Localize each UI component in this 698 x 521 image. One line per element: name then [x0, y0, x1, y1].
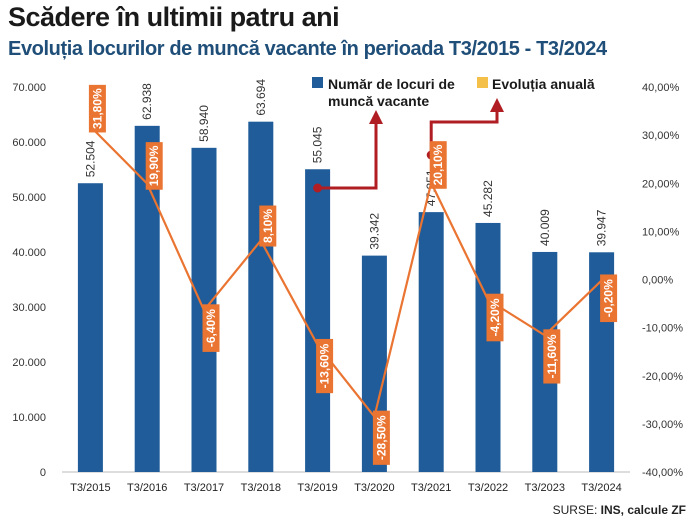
bar-value-label: 55.045	[311, 126, 325, 163]
bar	[248, 121, 274, 473]
line-path	[89, 125, 603, 418]
percent-label-text: -28,50%	[374, 415, 388, 460]
bar-value-label: 39.947	[595, 209, 609, 246]
bar-value-label: 52.504	[83, 140, 97, 177]
bar-value-label: 58.940	[197, 105, 211, 142]
percent-label-text: 8,10%	[261, 209, 275, 243]
percent-label-box	[259, 205, 277, 247]
category-label: T3/2016	[127, 482, 167, 494]
left-tick-label: 50.000	[12, 192, 46, 204]
percent-label-box	[372, 410, 390, 465]
bar-value-label: 39.342	[367, 213, 381, 250]
percent-label: -13,60%	[316, 338, 334, 394]
percent-label-text: -0,20%	[602, 279, 616, 317]
percent-labels: 31,80% 19,90% -6,40% 8,10% -13,60% -28,50% 20,…	[88, 84, 618, 465]
percent-label: -0,20%	[600, 274, 618, 323]
left-tick-label: 20.000	[12, 357, 46, 369]
percent-label: 19,90%	[145, 142, 163, 190]
percent-label: -6,40%	[202, 304, 220, 352]
category-label: T3/2022	[468, 482, 508, 494]
left-tick-label: 70.000	[12, 82, 46, 94]
bar	[418, 212, 444, 472]
percent-label-box	[486, 293, 504, 342]
source-note: SURSE: INS, calcule ZF	[553, 503, 686, 517]
bar-value-labels: 52.50462.93858.94063.69455.04539.34247.2…	[83, 79, 608, 250]
source-text: INS, calcule ZF	[600, 503, 686, 517]
percent-label-text: 31,80%	[90, 88, 104, 129]
category-label: T3/2021	[411, 482, 451, 494]
left-tick-label: 0	[40, 467, 46, 479]
percent-label: 20,10%	[429, 141, 447, 189]
bar-value-label: 40.009	[538, 209, 552, 246]
left-tick-label: 10.000	[12, 412, 46, 424]
percent-label-box	[202, 304, 220, 352]
percent-label: -4,20%	[486, 293, 504, 342]
percent-label: -28,50%	[372, 410, 390, 465]
category-label: T3/2018	[241, 482, 281, 494]
bar-value-label: 45.282	[481, 180, 495, 217]
chart-title: Scădere în ultimii patru ani	[8, 2, 340, 32]
legend: Număr de locuri de muncă vacante Evoluți…	[312, 76, 595, 109]
right-tick-label: 30,00%	[642, 130, 680, 142]
percent-label-box	[316, 338, 334, 394]
right-tick-label: 40,00%	[642, 82, 680, 94]
right-tick-label: 20,00%	[642, 178, 680, 190]
category-label: T3/2023	[525, 482, 565, 494]
bar	[305, 169, 331, 472]
category-label: T3/2017	[184, 482, 224, 494]
bar-value-label: 62.938	[140, 83, 154, 120]
legend-line-label: Evoluția anuală	[492, 76, 595, 92]
chart-subtitle: Evoluția locurilor de muncă vacante în p…	[8, 38, 607, 60]
left-tick-label: 30.000	[12, 302, 46, 314]
percent-label-text: 20,10%	[431, 144, 445, 185]
source-prefix: SURSE:	[552, 503, 601, 517]
bar-value-label: 63.694	[254, 79, 268, 116]
right-tick-label: -30,00%	[642, 419, 683, 431]
arrow-head	[369, 110, 383, 124]
percent-label: 8,10%	[259, 205, 277, 247]
line-series	[89, 125, 603, 418]
percent-label-text: -4,20%	[488, 298, 502, 336]
legend-arrows	[313, 98, 504, 193]
category-label: T3/2019	[297, 482, 337, 494]
arrow-line	[317, 122, 378, 190]
bar	[475, 222, 501, 472]
percent-label-text: 19,90%	[147, 145, 161, 186]
right-tick-label: 10,00%	[642, 226, 680, 238]
left-tick-label: 40.000	[12, 247, 46, 259]
legend-bar-swatch	[312, 77, 323, 88]
right-tick-label: 0,00%	[642, 275, 673, 287]
percent-label-text: -6,40%	[204, 309, 218, 347]
percent-label-box	[429, 141, 447, 189]
percent-label-box	[88, 84, 106, 133]
category-label: T3/2015	[70, 482, 110, 494]
right-axis: -40,00% -30,00% -20,00% -10,00% 0,00% 10,00% 2…	[642, 82, 683, 479]
legend-bar-label-line1: Număr de locuri de	[328, 76, 455, 92]
right-tick-label: -10,00%	[642, 323, 683, 335]
left-tick-label: 60.000	[12, 137, 46, 149]
arrow-head	[490, 98, 504, 112]
percent-label-box	[543, 329, 561, 384]
right-tick-label: -40,00%	[642, 467, 683, 479]
arrow-line	[429, 110, 499, 155]
percent-label-text: -11,60%	[545, 334, 559, 378]
category-label: T3/2020	[354, 482, 394, 494]
percent-label-text: -13,60%	[318, 343, 332, 388]
percent-label: 31,80%	[88, 84, 106, 133]
percent-label: -11,60%	[543, 329, 561, 384]
legend-line-swatch	[477, 77, 488, 88]
percent-label-box	[145, 142, 163, 190]
category-label: T3/2024	[581, 482, 621, 494]
percent-label-box	[600, 274, 618, 323]
legend-bar-label-line2: muncă vacante	[328, 93, 429, 109]
bar	[77, 183, 103, 472]
right-tick-label: -20,00%	[642, 371, 683, 383]
category-axis: T3/2015 T3/2016 T3/2017 T3/2018 T3/2019 T3/20…	[70, 482, 622, 494]
